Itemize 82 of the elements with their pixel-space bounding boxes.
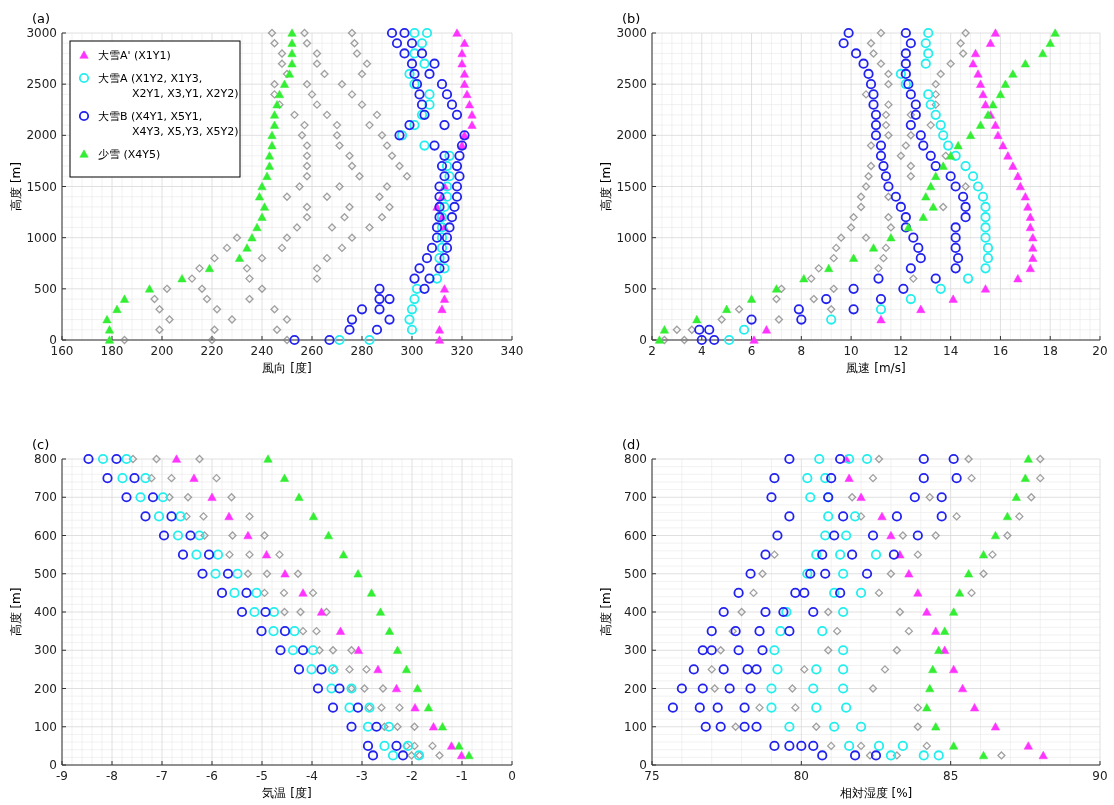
legend-label: 大雪B (X4Y1, X5Y1, X4Y3, X5,Y3, X5Y2) — [98, 110, 239, 138]
y-tick-label: 0 — [639, 333, 647, 347]
legend-label: 少雪 (X4Y5) — [98, 148, 161, 161]
y-tick-label: 200 — [34, 681, 57, 696]
x-tick-label: -8 — [106, 769, 118, 783]
x-tick-label: 180 — [100, 344, 124, 358]
x-tick-label: 90 — [1092, 769, 1108, 783]
x-tick-label: -6 — [206, 769, 218, 783]
x-tick-label: -7 — [156, 769, 168, 783]
x-tick-label: 0 — [508, 769, 516, 783]
y-tick-label: 1500 — [26, 179, 57, 194]
y-tick-label: 2500 — [616, 77, 647, 92]
chart-title: (c) — [32, 437, 50, 452]
y-tick-label: 3000 — [26, 26, 57, 40]
y-tick-label: 1000 — [616, 230, 647, 245]
y-tick-label: 400 — [34, 605, 57, 619]
x-tick-label: -9 — [56, 769, 68, 783]
y-tick-label: 500 — [34, 566, 57, 581]
chart-title: (b) — [622, 11, 641, 26]
x-axis-title: 風速 [m/s] — [846, 361, 906, 375]
x-tick-label: -1 — [456, 769, 468, 783]
x-tick-label: 320 — [450, 344, 474, 358]
y-axis-title: 高度 [m] — [9, 162, 23, 211]
y-tick-label: 600 — [34, 528, 57, 543]
x-tick-label: 220 — [200, 344, 224, 358]
y-tick-label: 100 — [624, 719, 647, 734]
y-tick-label: 500 — [624, 281, 647, 296]
x-tick-label: 340 — [500, 344, 524, 358]
y-tick-label: 500 — [624, 566, 647, 581]
x-axis-title: 気温 [度] — [262, 786, 312, 800]
y-tick-label: 300 — [34, 643, 57, 658]
x-tick-label: 10 — [843, 344, 859, 358]
x-tick-label: 14 — [943, 344, 959, 358]
y-tick-label: 1000 — [26, 230, 57, 245]
y-axis-title: 高度 [m] — [599, 587, 613, 637]
x-tick-label: 260 — [300, 344, 324, 358]
x-tick-label: 4 — [697, 344, 706, 358]
x-tick-label: 75 — [644, 769, 660, 783]
x-tick-label: 85 — [943, 769, 959, 783]
y-tick-label: 2000 — [26, 128, 57, 143]
y-tick-label: 100 — [34, 719, 57, 734]
x-tick-label: 2 — [648, 344, 656, 358]
x-tick-label: 8 — [797, 344, 806, 358]
y-tick-label: 500 — [34, 281, 57, 296]
y-tick-label: 200 — [624, 681, 647, 696]
x-tick-label: 20 — [1092, 344, 1108, 358]
x-tick-label: 18 — [1042, 344, 1058, 358]
x-tick-label: 280 — [350, 344, 374, 358]
y-tick-label: 700 — [34, 490, 57, 505]
x-tick-label: 240 — [250, 344, 274, 358]
x-tick-label: 16 — [992, 344, 1009, 358]
x-tick-label: -4 — [306, 769, 318, 783]
y-tick-label: 700 — [624, 490, 647, 505]
x-tick-label: -2 — [406, 769, 418, 783]
y-tick-label: 0 — [49, 333, 57, 347]
x-tick-label: 6 — [747, 344, 756, 358]
x-tick-label: -5 — [256, 769, 268, 783]
y-tick-label: 800 — [624, 452, 647, 466]
x-tick-label: 12 — [893, 344, 909, 358]
chart-title: (d) — [622, 437, 641, 452]
y-tick-label: 1500 — [616, 179, 647, 194]
y-axis-title: 高度 [m] — [9, 587, 23, 637]
legend-label: 大雪A' (X1Y1) — [98, 49, 171, 62]
x-axis-title: 風向 [度] — [262, 361, 312, 375]
x-tick-label: -3 — [356, 769, 368, 783]
y-tick-label: 0 — [49, 758, 57, 772]
y-tick-label: 400 — [624, 605, 647, 619]
x-tick-label: 160 — [50, 344, 74, 358]
y-tick-label: 0 — [639, 758, 647, 772]
legend-label: 大雪A (X1Y2, X1Y3, X2Y1, X3,Y1, X2Y2) — [98, 72, 239, 100]
x-tick-label: 80 — [793, 769, 809, 783]
y-tick-label: 600 — [624, 528, 647, 543]
x-tick-label: 200 — [150, 344, 174, 358]
x-tick-label: 300 — [400, 344, 424, 358]
y-tick-label: 2000 — [616, 128, 647, 143]
y-tick-label: 3000 — [616, 26, 647, 40]
y-tick-label: 300 — [624, 643, 647, 658]
y-axis-title: 高度 [m] — [599, 162, 613, 211]
y-tick-label: 800 — [34, 452, 57, 466]
y-tick-label: 2500 — [26, 77, 57, 92]
x-axis-title: 相対湿度 [%] — [839, 786, 913, 800]
chart-title: (a) — [32, 11, 51, 26]
